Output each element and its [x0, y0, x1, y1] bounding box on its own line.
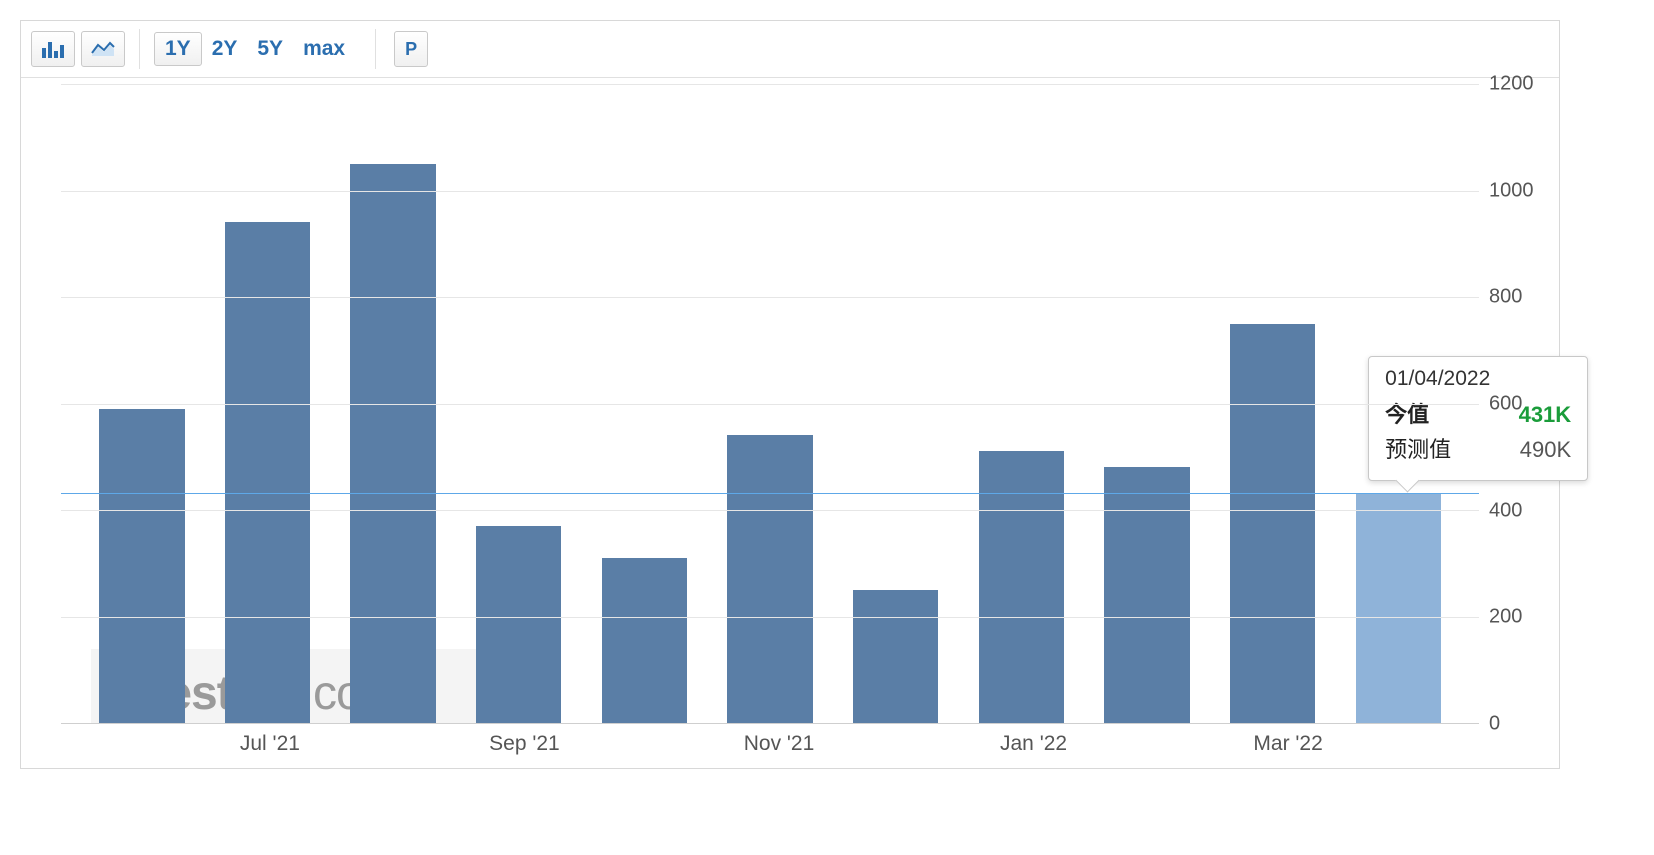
y-tick-label: 600	[1489, 393, 1522, 416]
x-tick-label: Jul '21	[240, 732, 300, 756]
chart-type-line-button[interactable]	[81, 31, 125, 67]
range-1y[interactable]: 1Y	[154, 32, 202, 66]
bar[interactable]	[1356, 494, 1441, 724]
bar[interactable]	[602, 558, 687, 723]
bar[interactable]	[99, 409, 184, 723]
x-tick-label: Mar '22	[1253, 732, 1322, 756]
x-tick-label: Sep '21	[489, 732, 560, 756]
bar[interactable]	[727, 435, 812, 723]
y-tick-label: 800	[1489, 286, 1522, 309]
bar-chart-icon	[42, 40, 64, 58]
gridline	[61, 510, 1479, 511]
range-2y[interactable]: 2Y	[202, 33, 248, 65]
x-tick-label: Nov '21	[744, 732, 815, 756]
chart-container: 1Y2Y5Ymax P Investing.com 01/04/2022 今值4…	[20, 20, 1560, 769]
line-chart-icon	[91, 41, 115, 57]
y-tick-label: 1000	[1489, 179, 1534, 202]
chart-toolbar: 1Y2Y5Ymax P	[21, 21, 1559, 78]
x-axis: Jul '21 Sep '21 Nov '21 Jan '22 Mar '22	[79, 724, 1479, 768]
chart-plot[interactable]: Investing.com 01/04/2022 今值431K预测值490K	[61, 84, 1479, 724]
range-5y[interactable]: 5Y	[247, 33, 293, 65]
bar[interactable]	[350, 164, 435, 723]
p-button[interactable]: P	[394, 31, 428, 67]
y-axis: 020040060080010001200	[1479, 84, 1559, 724]
x-tick-label: Jan '22	[1000, 732, 1067, 756]
bar[interactable]	[476, 526, 561, 723]
reference-line	[61, 493, 1479, 494]
y-tick-label: 1200	[1489, 73, 1534, 96]
gridline	[61, 404, 1479, 405]
y-tick-label: 200	[1489, 606, 1522, 629]
bar[interactable]	[853, 590, 938, 723]
tooltip-label: 今值	[1385, 397, 1429, 432]
range-max[interactable]: max	[293, 33, 355, 65]
gridline	[61, 84, 1479, 85]
time-range-group: 1Y2Y5Ymax	[139, 29, 355, 69]
chart-type-bar-button[interactable]	[31, 31, 75, 67]
bar[interactable]	[979, 451, 1064, 723]
tooltip-label: 预测值	[1385, 432, 1451, 467]
p-button-group: P	[375, 29, 428, 69]
gridline	[61, 297, 1479, 298]
gridline	[61, 191, 1479, 192]
y-tick-label: 0	[1489, 713, 1500, 736]
y-tick-label: 400	[1489, 499, 1522, 522]
bar[interactable]	[1104, 467, 1189, 723]
chart-wrap: Investing.com 01/04/2022 今值431K预测值490K 0…	[21, 78, 1559, 768]
bar[interactable]	[1230, 324, 1315, 723]
gridline	[61, 617, 1479, 618]
chart-area: Investing.com 01/04/2022 今值431K预测值490K 0…	[21, 84, 1559, 724]
